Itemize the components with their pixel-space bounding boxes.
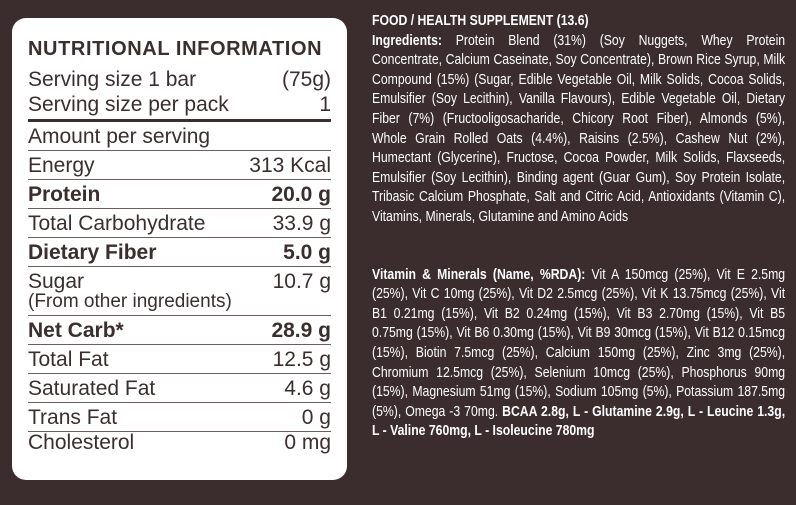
nutrient-row: Net Carb* 28.9 g [28,316,331,345]
ingredients: Ingredients: Protein Blend (31%) (Soy Nu… [372,32,785,228]
label: Serving size 1 bar [28,68,197,91]
nutrient-row: Energy 313 Kcal [28,151,331,180]
vitamins: Vitamin & Minerals (Name, %RDA): Vit A 1… [372,266,785,442]
nutrient-row: Total Carbohydrate 33.9 g [28,209,331,238]
serving-row: Serving size 1 bar (75g) [28,69,331,90]
nutrient-row: Protein 20.0 g [28,180,331,209]
label: Energy [28,154,95,177]
value: 4.6 g [284,377,331,400]
details: FOOD / HEALTH SUPPLEMENT (13.6) Ingredie… [372,12,785,442]
nutrient-row: Total Fat 12.5 g [28,345,331,374]
value: 1 [319,93,331,116]
value: 20.0 g [271,183,331,206]
vitamins-text: Vit A 150mcg (25%), Vit E 2.5mg (25%), V… [372,266,786,420]
label: Total Fat [28,348,109,371]
label: Serving size per pack [28,93,229,116]
serving-row: Serving size per pack 1 [28,90,331,122]
nutrition-panel: NUTRITIONAL INFORMATION Serving size 1 b… [12,18,347,480]
label: Cholesterol [28,431,135,454]
label: Amount per serving [28,125,211,148]
nutrient-row: Trans Fat 0 g [28,403,331,432]
value: 0 g [301,406,331,429]
value: 0 mg [284,431,331,454]
value: 313 Kcal [249,154,331,177]
nutrient-row: Cholesterol 0 mg [28,432,331,453]
amount-header: Amount per serving [28,122,331,151]
vitamins-label: Vitamin & Minerals (Name, %RDA): [372,266,586,283]
value: (75g) [281,68,331,91]
nutrient-row: Dietary Fiber 5.0 g [28,238,331,267]
heading: FOOD / HEALTH SUPPLEMENT (13.6) [372,13,589,29]
label: Saturated Fat [28,377,156,400]
ingredients-text: Protein Blend (31%) (Soy Nuggets, Whey P… [372,32,786,225]
label: Sugar [28,270,85,293]
value: 12.5 g [272,348,331,371]
nutrient-row: Sugar (From other ingredients) 10.7 g [28,267,331,316]
value: 28.9 g [271,319,331,342]
label: Dietary Fiber [28,241,157,264]
value: 5.0 g [283,241,331,264]
label-group: Sugar (From other ingredients) [28,271,232,312]
nutrition-title: NUTRITIONAL INFORMATION [28,38,323,60]
label: Protein [28,183,101,206]
label: Net Carb* [28,319,124,342]
label: Trans Fat [28,406,118,429]
nutrient-row: Saturated Fat 4.6 g [28,374,331,403]
value: 33.9 g [272,212,331,235]
label: Total Carbohydrate [28,212,206,235]
note: (From other ingredients) [28,291,232,312]
ingredients-label: Ingredients: [372,32,443,49]
value: 10.7 g [272,270,331,293]
amino-acids: BCAA 2.8g, L - Glutamine 2.9g, L - Leuci… [372,403,786,440]
